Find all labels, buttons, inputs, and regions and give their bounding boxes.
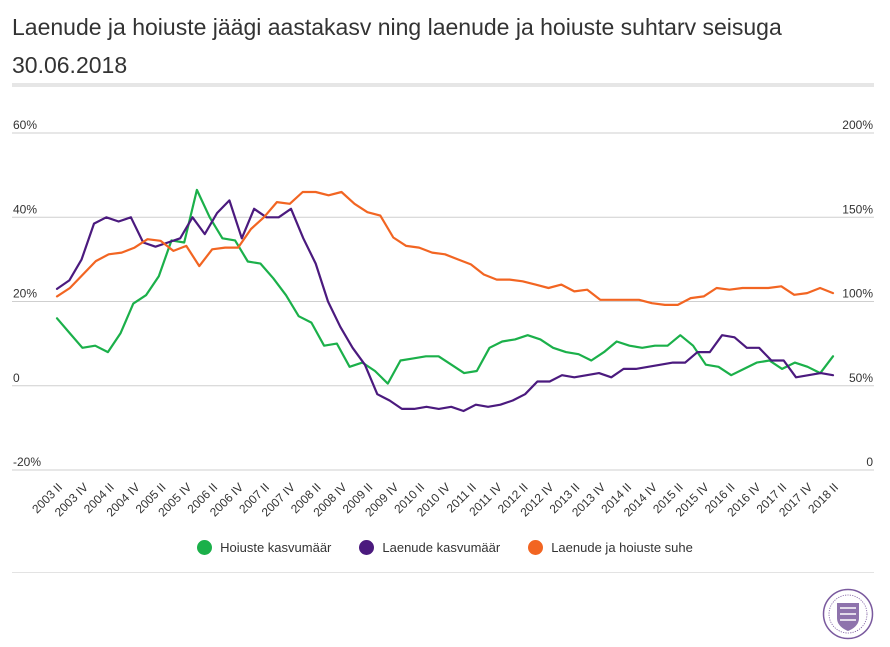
footer-divider [12,572,874,573]
legend-label-loans: Laenude kasvumäär [382,540,501,555]
title-divider [12,83,874,87]
series-line-deposits [55,188,835,385]
series-line-loans [55,199,835,413]
left-axis-tick-label: 40% [13,202,37,216]
right-axis-tick-label: 0 [866,455,873,469]
left-axis-tick-label: 20% [13,287,37,301]
legend-label-ratio: Laenude ja hoiuste suhe [551,540,693,555]
left-axis-tick-label: 60% [13,118,37,132]
series-line-ratio [55,190,835,306]
legend-item-deposits[interactable]: Hoiuste kasvumäär [197,540,331,555]
circle-icon [359,540,375,555]
legend-item-ratio[interactable]: Laenude ja hoiuste suhe [528,540,693,555]
circle-icon [528,540,544,555]
eesti-pank-seal-icon [822,588,874,640]
left-axis-tick-label: 0 [13,371,20,385]
right-axis-tick-label: 50% [849,371,873,385]
left-axis-tick-label: -20% [13,455,41,469]
legend-item-loans[interactable]: Laenude kasvumäär [359,540,500,555]
legend-label-deposits: Hoiuste kasvumäär [220,540,332,555]
right-axis-tick-label: 150% [842,202,873,216]
chart-title: Laenude ja hoiuste jäägi aastakasv ning … [12,14,782,78]
right-axis-tick-label: 200% [842,118,873,132]
circle-icon [197,540,213,555]
right-axis-tick-label: 100% [842,287,873,301]
chart-legend: Hoiuste kasvumäär Laenude kasvumäär Laen… [0,540,890,555]
